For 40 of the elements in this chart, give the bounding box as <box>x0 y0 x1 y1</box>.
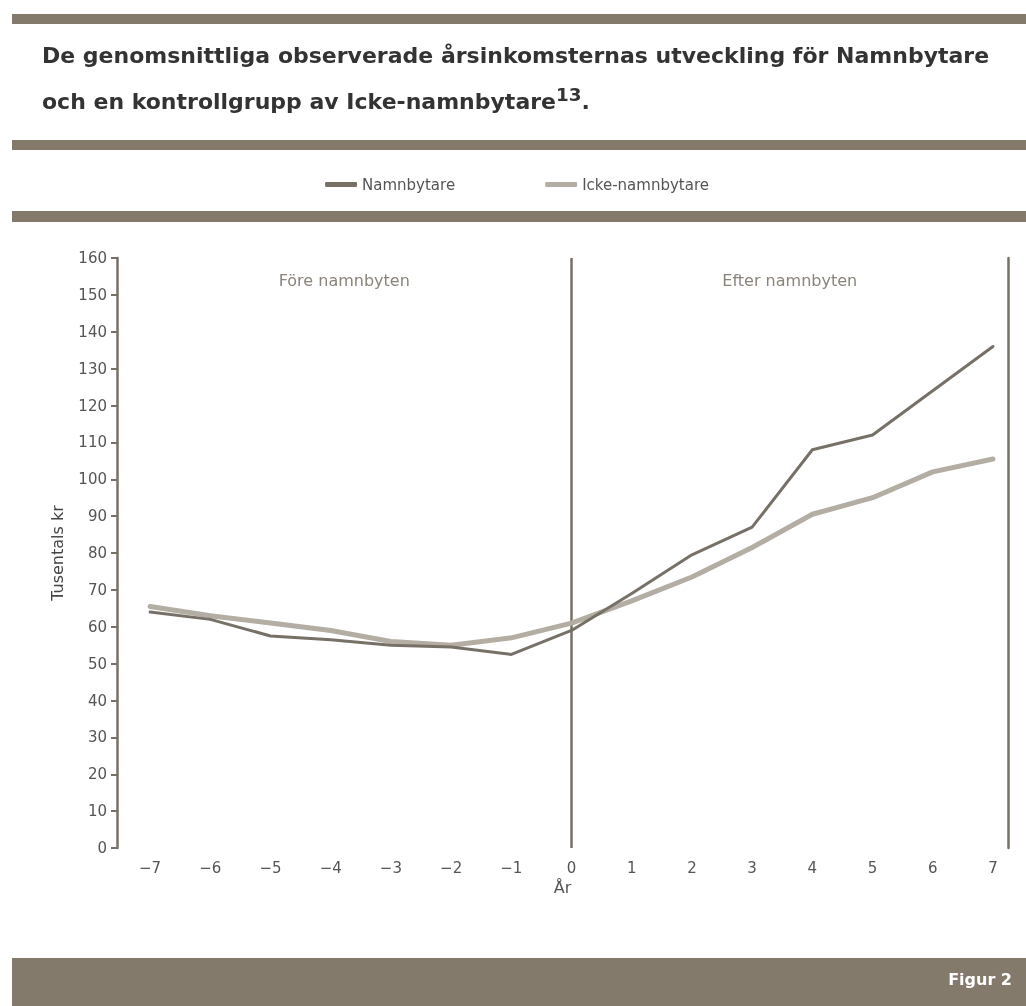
legend-label: Namnbytare <box>362 175 456 194</box>
x-tick-label: 2 <box>687 858 697 877</box>
text: Figur 2 <box>948 970 1012 989</box>
x-tick-label: −1 <box>500 858 523 877</box>
x-tick-label: −7 <box>139 858 162 877</box>
y-tick-label: 70 <box>87 580 107 599</box>
x-tick-label: −2 <box>440 858 463 877</box>
y-tick-label: 90 <box>87 507 107 526</box>
y-axis-title: Tusentals kr <box>47 504 67 602</box>
y-tick-label: 150 <box>78 285 107 304</box>
y-tick-label: 110 <box>78 433 107 452</box>
y-tick-label: 100 <box>78 470 107 489</box>
annotation: Efter namnbyten <box>722 270 858 290</box>
y-tick-label: 10 <box>87 802 107 821</box>
chart-title: De genomsnittliga observerade årsinkomsternas utveckling för Namnbytare och en kontrollgrupp av Icke-namnbytare$^{13}$. <box>42 42 991 117</box>
x-tick-label: 7 <box>988 858 998 877</box>
x-tick-label: 1 <box>626 858 637 877</box>
y-tick-label: 80 <box>87 544 107 562</box>
legend-label: Icke-namnbytare <box>582 175 709 194</box>
y-tick-label: 140 <box>78 322 107 341</box>
x-tick-label: 5 <box>867 858 878 877</box>
x-tick-label: 4 <box>807 858 818 877</box>
y-tick-label: 60 <box>87 617 107 636</box>
x-tick-label: −4 <box>319 858 342 877</box>
annotation: Före namnbyten <box>278 270 410 290</box>
y-tick-label: 50 <box>87 654 107 673</box>
x-tick-label: 6 <box>927 858 938 877</box>
x-tick-label: −5 <box>259 858 282 877</box>
y-tick-label: 20 <box>87 765 107 784</box>
x-tick-label: −6 <box>199 858 222 877</box>
y-tick-label: 120 <box>78 396 107 415</box>
x-tick-label: 3 <box>747 858 757 877</box>
y-tick-label: 160 <box>78 249 107 267</box>
y-tick-label: 130 <box>78 359 107 378</box>
x-tick-label: −3 <box>379 858 402 877</box>
y-tick-label: 30 <box>87 728 107 747</box>
x-axis-title: År <box>553 878 572 898</box>
x-tick-label: 0 <box>566 858 577 877</box>
y-tick-label: 40 <box>87 691 107 710</box>
y-tick-label: 0 <box>97 839 107 857</box>
